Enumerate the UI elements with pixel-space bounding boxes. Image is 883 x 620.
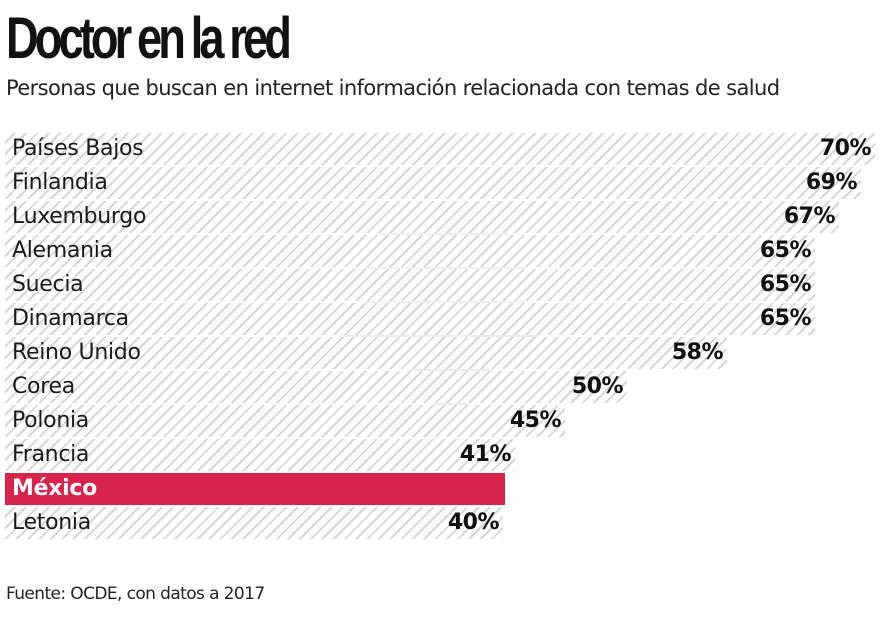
bar-value: 65% [759, 306, 812, 331]
bar [5, 337, 727, 369]
bar-label: Corea [12, 374, 75, 399]
bar-row: Finlandia 69% [5, 166, 875, 200]
bar-row: Polonia 45% [5, 404, 875, 438]
bar [5, 167, 861, 199]
bar-label: Luxemburgo [12, 204, 147, 229]
bar-row: Alemania 65% [5, 234, 875, 268]
bar-row: Dinamarca 65% [5, 302, 875, 336]
source-note: Fuente: OCDE, con datos a 2017 [6, 584, 265, 604]
bar [5, 269, 815, 301]
bar-label: Finlandia [12, 170, 108, 195]
bar [5, 405, 565, 437]
bar [5, 439, 515, 471]
bar [5, 201, 839, 233]
bar [5, 303, 815, 335]
bar-row: Francia 41% [5, 438, 875, 472]
bar [5, 507, 503, 539]
bar-value: 58% [671, 340, 724, 365]
bar-label: Reino Unido [12, 340, 141, 365]
bar-value: 70% [819, 136, 872, 161]
bar-value: 50% [571, 374, 624, 399]
bar-label: México [12, 476, 97, 501]
bar-value: 41% [459, 442, 512, 467]
bar-row: Letonia 40% [5, 506, 875, 540]
bar-value: 67% [783, 204, 836, 229]
bar-chart: Países Bajos 70% Finlandia 69% Luxemburgo 67%… [5, 132, 875, 540]
bar-row: Luxemburgo 67% [5, 200, 875, 234]
bar [5, 235, 815, 267]
bar-row: Suecia 65% [5, 268, 875, 302]
bar-label: Dinamarca [12, 306, 129, 331]
bar-value: 65% [759, 272, 812, 297]
highlight-bar [5, 473, 505, 505]
bar-value: 69% [805, 170, 858, 195]
bar-value: 40% [447, 510, 500, 535]
bar-label: Letonia [12, 510, 91, 535]
bar-row: Países Bajos 70% [5, 132, 875, 166]
chart-title: Doctor en la red [6, 6, 292, 71]
bar-row: Reino Unido 58% [5, 336, 875, 370]
chart-subtitle: Personas que buscan en internet informac… [6, 76, 780, 100]
bar [5, 133, 875, 165]
bar-label: Países Bajos [12, 136, 144, 161]
bar-label: Francia [12, 442, 90, 467]
bar-row: México [5, 472, 875, 506]
bar [5, 371, 627, 403]
bar-value: 65% [759, 238, 812, 263]
bar-label: Polonia [12, 408, 89, 433]
bar-row: Corea 50% [5, 370, 875, 404]
bar-value: 45% [509, 408, 562, 433]
bar-label: Alemania [12, 238, 113, 263]
bar-label: Suecia [12, 272, 84, 297]
